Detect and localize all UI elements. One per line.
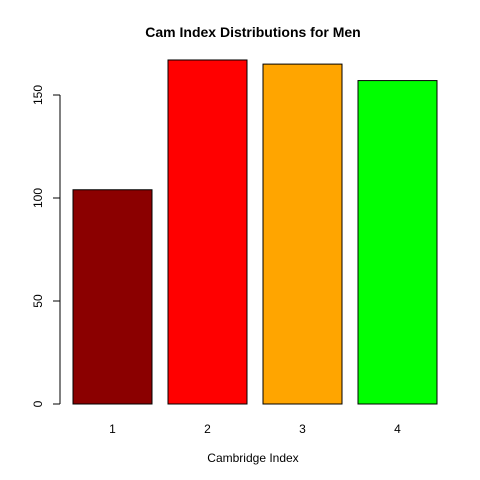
- x-tick-label: 2: [204, 422, 211, 436]
- y-tick-label: 150: [31, 85, 45, 105]
- x-tick-label: 1: [109, 422, 116, 436]
- bar-1: [72, 189, 153, 405]
- x-tick-labels: 1 2 3 4: [109, 422, 401, 436]
- x-tick-label: 4: [394, 422, 401, 436]
- bar-2: [167, 59, 248, 405]
- y-tick-label: 100: [31, 188, 45, 208]
- bars-layer: [72, 59, 438, 405]
- bar-4: [357, 80, 438, 405]
- x-axis-label: Cambridge Index: [207, 451, 298, 465]
- chart-title: Cam Index Distributions for Men: [145, 24, 360, 40]
- x-tick-label: 3: [299, 422, 306, 436]
- bar-3: [262, 63, 343, 405]
- y-axis: 0 50 100 150: [31, 85, 61, 407]
- y-tick-label: 0: [31, 400, 45, 407]
- y-tick-label: 50: [31, 294, 45, 308]
